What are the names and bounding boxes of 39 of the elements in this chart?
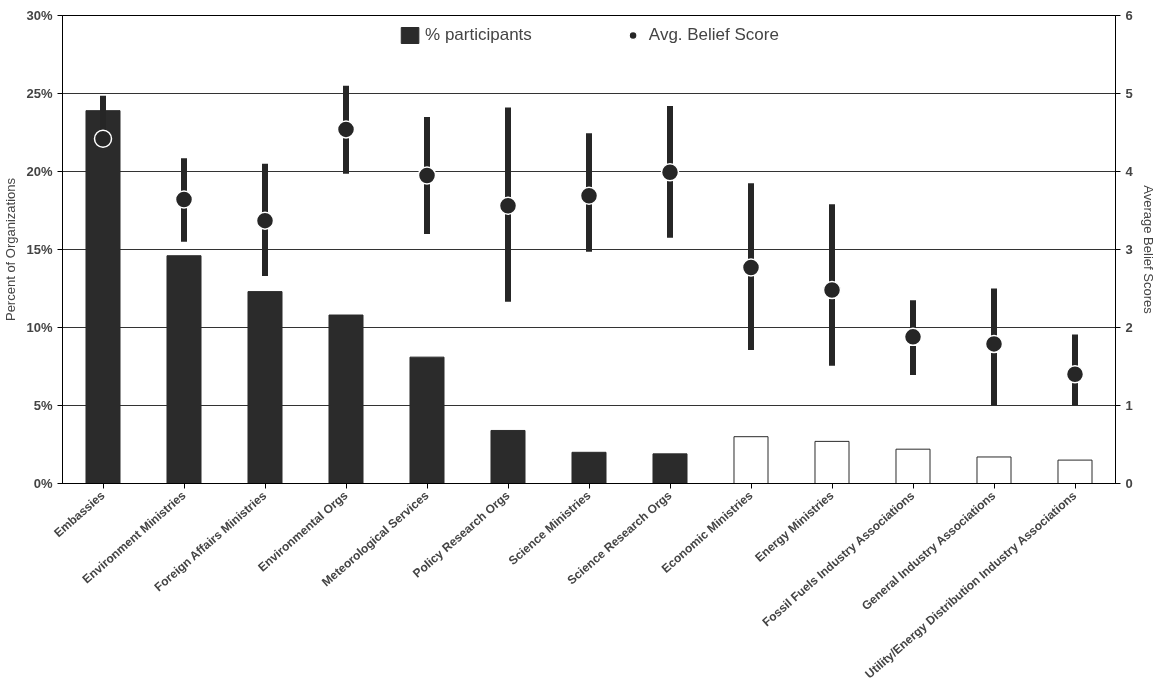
point [741,258,761,277]
legend-label: Avg. Belief Score [648,25,779,45]
y-tick-label: 0% [33,476,53,491]
point [336,120,356,139]
point [255,211,275,230]
y-tick-label: 20% [26,164,53,179]
bar [814,440,850,484]
bar [976,456,1012,484]
bar [652,453,688,484]
y2-tick-label: 6 [1125,8,1133,23]
bar [895,448,931,484]
bar [490,429,526,484]
y2-tick-label: 4 [1125,164,1134,179]
y2-tick-label: 1 [1125,398,1133,413]
point [660,163,680,182]
point [174,190,194,209]
bar [1057,459,1093,484]
y-tick-label: 10% [26,320,53,335]
y-tick-label: 25% [26,86,53,101]
y-tick-label: 5% [33,398,53,413]
point [498,196,518,216]
bar [571,451,607,484]
point [93,129,113,148]
y-axis-title: Percent of Organizations [3,177,19,322]
y2-tick-label: 5 [1125,86,1133,101]
point [903,327,923,347]
y2-tick-label: 2 [1125,320,1133,335]
y2-axis-title: Average Belief Scores [1140,185,1156,315]
bar [733,436,769,484]
point [579,186,599,205]
point [822,280,842,300]
legend-label: % participants [425,25,532,45]
y2-tick-label: 0 [1125,476,1133,491]
y2-tick-label: 3 [1125,242,1133,257]
point [984,334,1004,354]
point [1065,365,1085,384]
point [417,166,437,185]
y-tick-label: 30% [26,8,53,23]
y-tick-label: 15% [26,242,53,257]
